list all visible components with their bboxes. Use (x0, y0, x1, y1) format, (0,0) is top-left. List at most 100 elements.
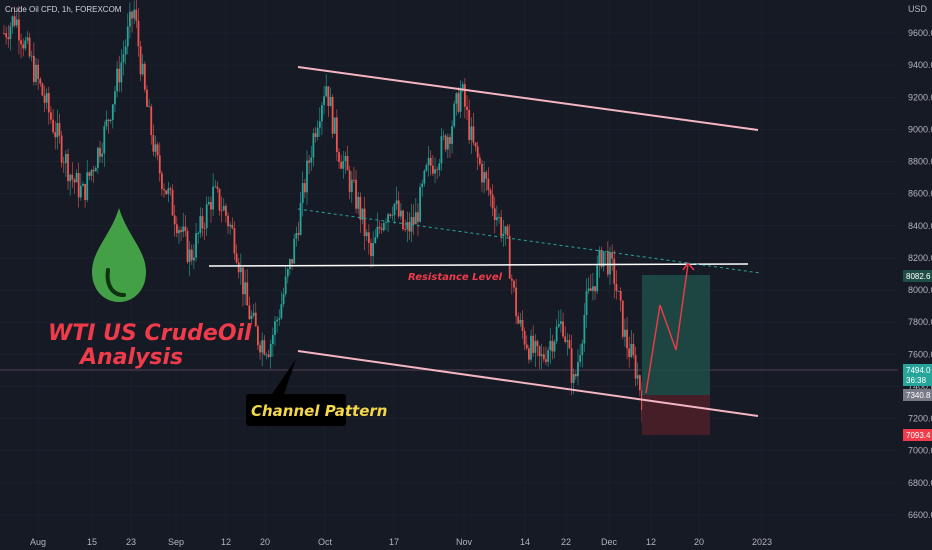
y-tick-label: 8400.0 (908, 221, 932, 231)
y-tick-label: 8200.0 (908, 253, 932, 263)
candle-body (312, 133, 315, 158)
candle-body (118, 68, 121, 83)
candle-body (216, 186, 219, 189)
candle-body (229, 224, 232, 227)
candle-body (303, 183, 306, 193)
candle-body (596, 264, 599, 292)
candle-body (457, 93, 460, 112)
candle-body (15, 19, 18, 26)
candle-body (218, 188, 221, 211)
x-tick-label: 14 (520, 537, 530, 547)
candle-body (84, 183, 86, 200)
candle-body (165, 190, 168, 195)
candle-body (346, 156, 349, 171)
candle-body (126, 26, 129, 47)
candle-body (32, 55, 35, 82)
candle-body (487, 178, 490, 191)
candle-body (387, 214, 389, 223)
y-tick-label: 7000.0 (908, 446, 932, 456)
y-tick-label: 6800.0 (908, 478, 932, 488)
candle-body (525, 344, 528, 349)
candle-body (188, 249, 191, 262)
candle-body (515, 287, 518, 317)
candle-body (250, 315, 253, 320)
x-tick-label: Sep (168, 537, 184, 547)
candle-body (88, 172, 91, 176)
time-axis[interactable]: Aug 15 23 Sep 12 20 Oct 17 Nov 14 22 Dec 12 20 2023 (30, 537, 772, 547)
candle-body (589, 288, 592, 291)
candle-body (429, 157, 432, 166)
candle-body (67, 154, 69, 182)
oil-drop-icon (92, 208, 146, 302)
candle-body (540, 354, 543, 357)
y-tick-label: 7200.0 (908, 414, 932, 424)
candle-body (195, 233, 197, 258)
candle-body (572, 374, 575, 383)
x-tick-label: 20 (260, 537, 270, 547)
candle-body (380, 228, 383, 231)
candle-body (109, 119, 112, 121)
candle-body (116, 68, 118, 92)
candle-body (357, 196, 360, 209)
candle-body (186, 230, 189, 262)
candle-body (301, 183, 304, 203)
candle-body (417, 212, 419, 222)
candle-body (199, 216, 202, 234)
candle-body (54, 132, 57, 138)
candle-body (483, 172, 486, 183)
candle-body (491, 194, 494, 209)
candle-body (579, 355, 582, 363)
candle-body (248, 305, 251, 320)
candle-body (431, 165, 434, 174)
candle-body (399, 210, 402, 217)
x-tick-label: 20 (694, 537, 704, 547)
candle-body (306, 160, 308, 193)
candle-body (160, 173, 163, 190)
candle-body (353, 179, 355, 181)
candle-body (600, 249, 603, 267)
candle-body (146, 89, 148, 107)
candle-body (461, 84, 464, 90)
x-tick-label: Oct (318, 537, 333, 547)
candle-body (11, 16, 14, 27)
channel-lower-line (297, 350, 759, 417)
candle-body (624, 329, 626, 337)
candle-body (414, 212, 417, 225)
candle-body (517, 316, 520, 324)
candle-body (378, 226, 381, 229)
x-tick-label: 23 (126, 537, 136, 547)
y-tick-label: 8600.0 (908, 189, 932, 199)
candle-body (201, 216, 204, 229)
candle-body (585, 290, 588, 315)
candles (3, 0, 643, 423)
candle-body (148, 106, 150, 108)
candle-body (617, 290, 620, 292)
candle-body (269, 343, 272, 357)
candle-body (94, 168, 97, 172)
candle-body (180, 230, 183, 232)
candle-body (340, 161, 343, 169)
candle-body (128, 11, 131, 27)
candle-body (111, 104, 114, 120)
entry-price-tag: 7340.8 (903, 389, 932, 401)
candle-body (438, 163, 441, 171)
candle-body (609, 252, 611, 275)
candle-body (246, 282, 249, 306)
y-tick-label: 8000.0 (908, 285, 932, 295)
candle-body (122, 54, 125, 63)
candle-body (463, 84, 466, 107)
candle-body (393, 203, 396, 216)
price-axis[interactable]: 6600.0 6800.0 7000.0 7200.0 7400.0 7600.0 7800… (908, 28, 932, 520)
candle-body (528, 348, 530, 360)
candle-body (350, 179, 353, 192)
candle-body (615, 283, 618, 292)
candle-body (293, 238, 296, 264)
candle-body (412, 217, 415, 225)
candle-body (376, 226, 379, 238)
candle-body (120, 62, 123, 83)
x-tick-label: Nov (456, 537, 473, 547)
candle-body (500, 217, 503, 237)
candle-body (203, 228, 206, 229)
